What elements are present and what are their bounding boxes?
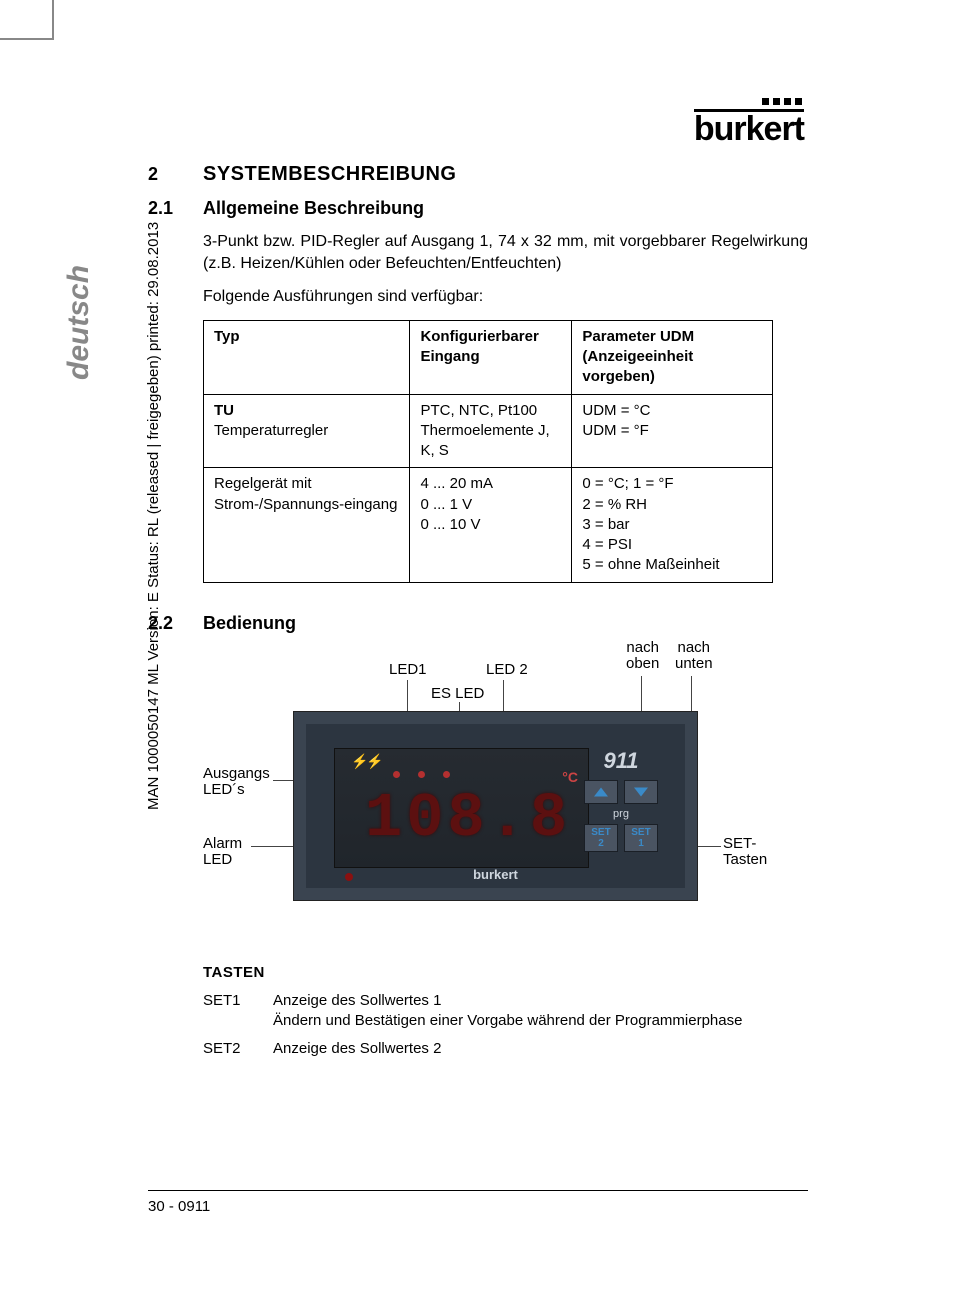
th-eingang: Konfigurierbarer Eingang bbox=[410, 320, 572, 394]
prg-label: prg bbox=[575, 808, 667, 820]
section-title: SYSTEMBESCHREIBUNG bbox=[203, 163, 456, 186]
alarm-led-icon bbox=[345, 873, 353, 881]
tasten-desc: Anzeige des Sollwertes 1 Ändern und Best… bbox=[273, 991, 742, 1032]
crop-mark-vertical bbox=[52, 0, 54, 40]
label-alarm: Alarm LED bbox=[203, 836, 242, 869]
paragraph: 3-Punkt bzw. PID-Regler auf Ausgang 1, 7… bbox=[203, 231, 808, 274]
label-esled: ES LED bbox=[431, 686, 484, 703]
brand-logo: burkert bbox=[694, 98, 804, 145]
button-panel: 911 prg SET 2 SET 1 bbox=[575, 748, 667, 852]
td: Regelgerät mit Strom-/Spannungs-eingang bbox=[204, 468, 410, 582]
td-bold: TU bbox=[214, 402, 234, 419]
tasten-section: TASTEN SET1 Anzeige des Sollwertes 1 Änd… bbox=[203, 964, 808, 1060]
section-number: 2 bbox=[148, 164, 203, 185]
label-ausgangs: Ausgangs LED´s bbox=[203, 766, 270, 799]
label-nach-oben: nach oben bbox=[626, 640, 659, 673]
device-brand: burkert bbox=[473, 867, 518, 882]
label-nach-unten: nach unten bbox=[675, 640, 713, 673]
page: deutsch MAN 1000050147 ML Version: E Sta… bbox=[0, 0, 954, 1307]
td: UDM = °C UDM = °F bbox=[572, 394, 773, 468]
label-led2: LED 2 bbox=[486, 662, 528, 679]
tasten-key: SET1 bbox=[203, 991, 273, 1032]
subsection-title: Bedienung bbox=[203, 613, 296, 634]
section-2-1-row: 2.1 Allgemeine Beschreibung bbox=[148, 198, 808, 219]
main-content: 2 SYSTEMBESCHREIBUNG 2.1 Allgemeine Besc… bbox=[148, 163, 808, 1067]
label-settasten: SET- Tasten bbox=[723, 836, 767, 869]
tasten-key: SET2 bbox=[203, 1039, 273, 1059]
label-led1: LED1 bbox=[389, 662, 427, 679]
th-typ: Typ bbox=[204, 320, 410, 394]
paragraph: Folgende Ausführungen sind verfügbar: bbox=[203, 286, 808, 308]
up-button[interactable] bbox=[584, 780, 618, 804]
td: 0 = °C; 1 = °F 2 = % RH 3 = bar 4 = PSI … bbox=[572, 468, 773, 582]
set2-button[interactable]: SET 2 bbox=[584, 824, 618, 852]
section-number: 2.1 bbox=[148, 198, 203, 219]
set1-button[interactable]: SET 1 bbox=[624, 824, 658, 852]
device-bezel: ⚡⚡ 108.8 °C 911 prg S bbox=[306, 724, 685, 888]
side-language-label: deutsch bbox=[62, 265, 96, 380]
th-udm: Parameter UDM (Anzeigeeinheit vorgeben) bbox=[572, 320, 773, 394]
crop-mark-horizontal bbox=[0, 38, 54, 40]
td: 4 ... 20 mA 0 ... 1 V 0 ... 10 V bbox=[410, 468, 572, 582]
section-2-row: 2 SYSTEMBESCHREIBUNG bbox=[148, 163, 808, 186]
device-diagram: LED1 LED 2 ES LED nach oben nach unten A… bbox=[203, 646, 773, 936]
td-text: Temperaturregler bbox=[214, 422, 328, 439]
footer-rule bbox=[148, 1190, 808, 1191]
body-2-1: 3-Punkt bzw. PID-Regler auf Ausgang 1, 7… bbox=[203, 231, 808, 583]
footer-text: 30 - 0911 bbox=[148, 1198, 210, 1215]
down-button[interactable] bbox=[624, 780, 658, 804]
tasten-desc: Anzeige des Sollwertes 2 bbox=[273, 1039, 441, 1059]
config-table: Typ Konfigurierbarer Eingang Parameter U… bbox=[203, 320, 773, 583]
small-leds-icon: ⚡⚡ bbox=[351, 753, 378, 769]
output-leds-icon bbox=[393, 771, 450, 778]
section-2-2-row: 2.2 Bedienung bbox=[148, 613, 808, 634]
device-body: ⚡⚡ 108.8 °C 911 prg S bbox=[293, 711, 698, 901]
brand-dots-icon bbox=[762, 98, 802, 105]
tasten-row: SET1 Anzeige des Sollwertes 1 Ändern und… bbox=[203, 991, 808, 1032]
td: PTC, NTC, Pt100 Thermoelemente J, K, S bbox=[410, 394, 572, 468]
subsection-title: Allgemeine Beschreibung bbox=[203, 198, 424, 219]
tasten-heading: TASTEN bbox=[203, 964, 808, 981]
td: TU Temperaturregler bbox=[204, 394, 410, 468]
model-number: 911 bbox=[575, 748, 667, 774]
section-number: 2.2 bbox=[148, 613, 203, 634]
brand-text: burkert bbox=[694, 109, 804, 145]
display-area: ⚡⚡ 108.8 °C bbox=[334, 748, 589, 868]
tasten-row: SET2 Anzeige des Sollwertes 2 bbox=[203, 1039, 808, 1059]
seven-seg-digits: 108.8 bbox=[365, 783, 571, 854]
